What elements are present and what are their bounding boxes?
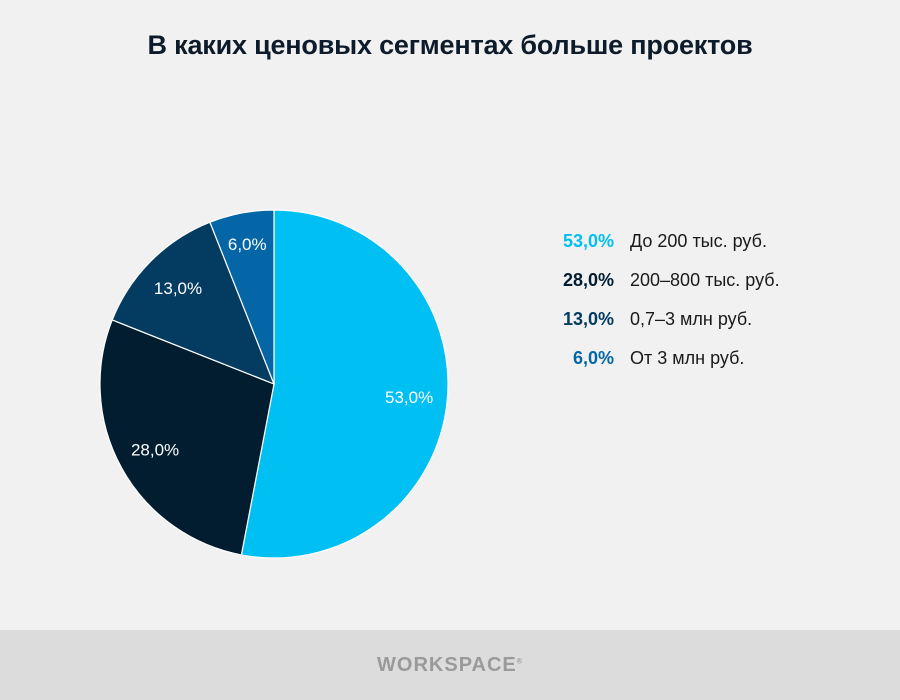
slice-label: 6,0% — [228, 235, 267, 254]
legend-label: До 200 тыс. руб. — [630, 231, 767, 251]
legend-label: 0,7–3 млн руб. — [630, 309, 753, 329]
pie-slice — [240, 209, 449, 559]
legend-item: 28,0% 200–800 тыс. руб. — [540, 261, 780, 300]
chart-title: В каких ценовых сегментах больше проекто… — [147, 30, 753, 60]
slice-label: 28,0% — [131, 440, 179, 459]
legend-label: 200–800 тыс. руб. — [630, 270, 780, 290]
legend: 53,0% До 200 тыс. руб. 28,0% 200–800 тыс… — [540, 222, 780, 378]
legend-value: 13,0% — [562, 309, 614, 329]
legend-item: 53,0% До 200 тыс. руб. — [540, 222, 780, 261]
legend-item: 6,0% От 3 млн руб. — [540, 339, 780, 378]
pie-slice — [209, 209, 275, 385]
pie-slice — [111, 221, 276, 386]
workspace-logo: WORKSPACE® — [377, 653, 523, 676]
slice-label: 53,0% — [385, 388, 433, 407]
slice-label: 13,0% — [154, 279, 202, 298]
pie-chart: 53,0% 28,0% 13,0% 6,0% — [99, 209, 449, 559]
legend-label: От 3 млн руб. — [630, 348, 745, 368]
legend-value: 53,0% — [562, 231, 614, 251]
legend-value: 28,0% — [562, 270, 614, 290]
legend-value: 6,0% — [572, 348, 614, 368]
legend-item: 13,0% 0,7–3 млн руб. — [540, 300, 780, 339]
footer: WORKSPACE® — [0, 630, 900, 700]
pie-slice — [99, 319, 275, 556]
